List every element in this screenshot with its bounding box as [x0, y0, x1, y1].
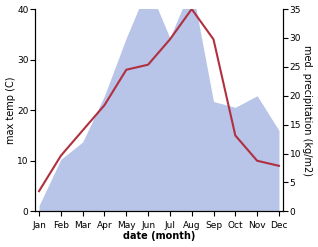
Y-axis label: max temp (C): max temp (C) [5, 76, 16, 144]
X-axis label: date (month): date (month) [123, 231, 195, 242]
Y-axis label: med. precipitation (kg/m2): med. precipitation (kg/m2) [302, 45, 313, 176]
